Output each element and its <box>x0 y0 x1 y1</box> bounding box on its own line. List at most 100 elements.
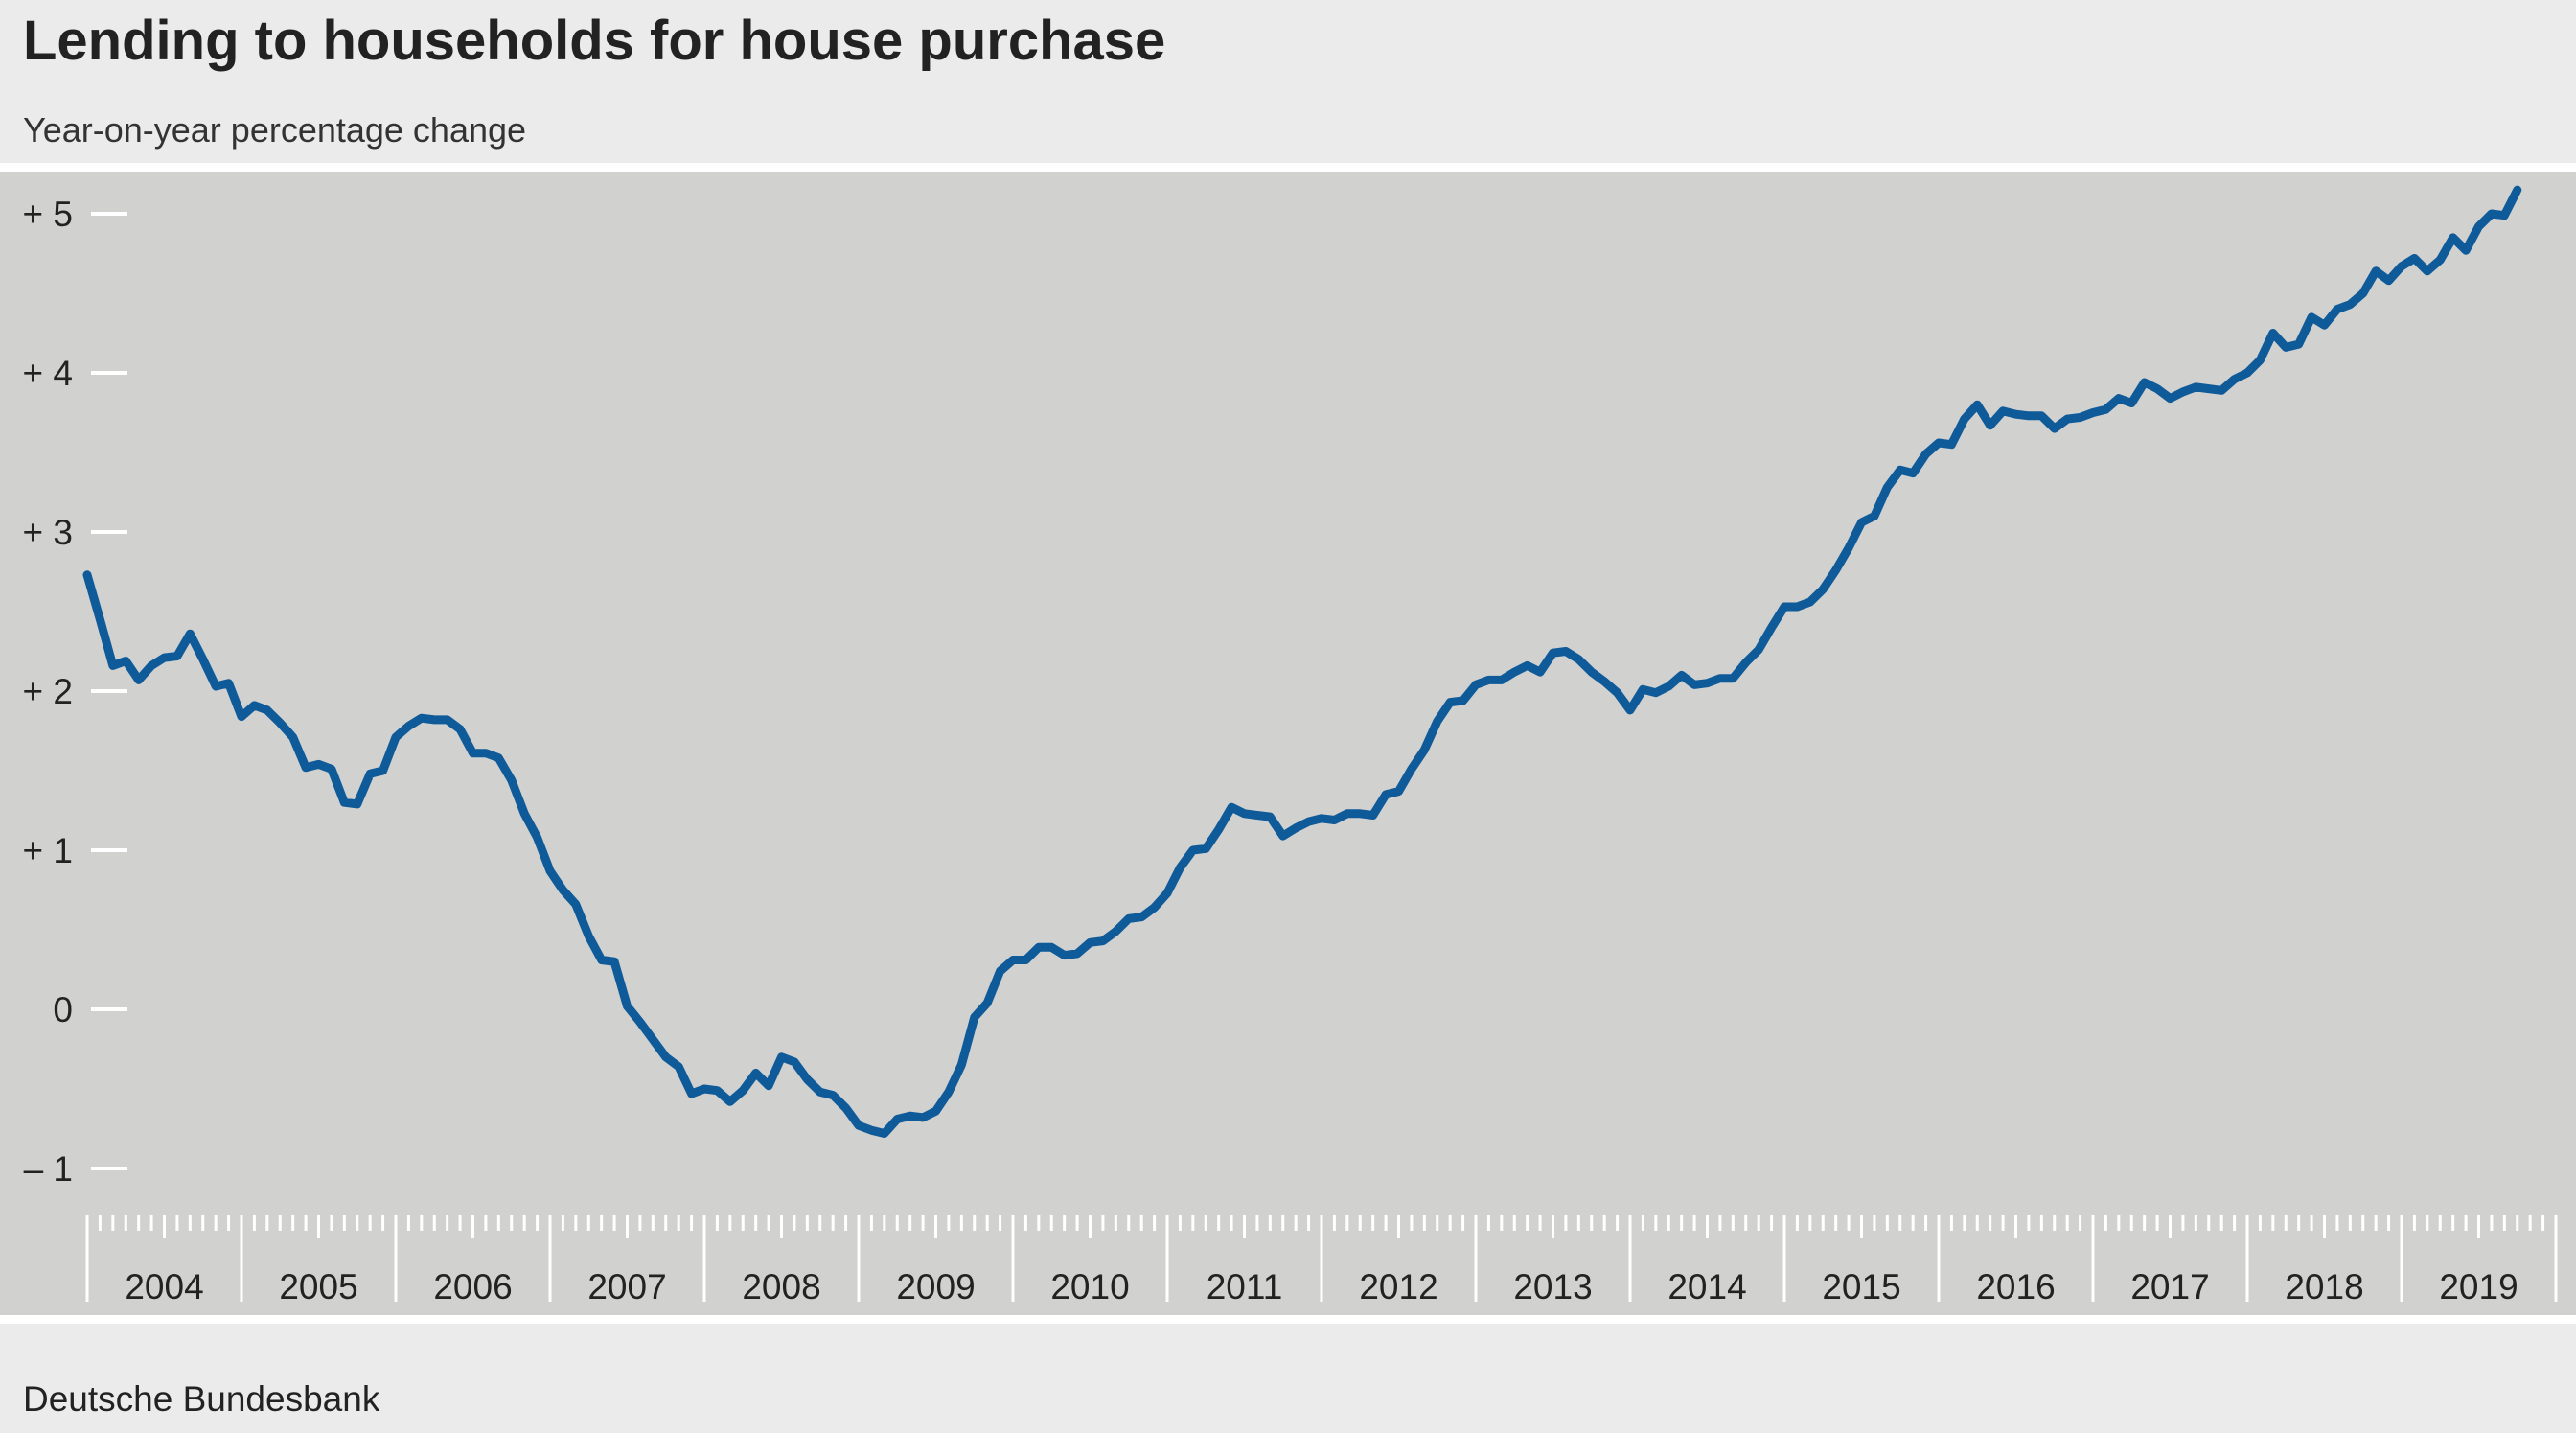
data-point <box>971 1013 978 1021</box>
data-point <box>2141 379 2149 386</box>
data-point <box>1163 890 1171 897</box>
data-point <box>649 1036 656 1043</box>
data-point <box>829 1092 837 1099</box>
x-tick-label: 2017 <box>2130 1267 2209 1306</box>
data-point <box>83 571 91 579</box>
data-point <box>2025 412 2033 420</box>
data-point <box>225 680 233 687</box>
data-point <box>2475 222 2482 230</box>
data-point <box>1434 718 1441 725</box>
data-point <box>2115 395 2123 403</box>
data-point <box>2334 306 2341 313</box>
data-point <box>173 653 181 659</box>
data-point <box>1729 675 1736 682</box>
data-point <box>354 800 361 808</box>
x-axis: 2004 2005 2006 2007 2008 2009 2010 2011 2012 2013… <box>85 1215 2558 1306</box>
data-point <box>1202 844 1209 852</box>
x-tick-label: 2006 <box>433 1267 512 1306</box>
data-point <box>1189 846 1197 854</box>
data-point <box>1510 668 1518 676</box>
data-point <box>1806 598 1814 606</box>
data-point <box>1035 943 1043 951</box>
x-tick-label: 2015 <box>1822 1267 1900 1306</box>
data-point <box>418 714 426 722</box>
data-point <box>1781 603 1788 611</box>
data-point <box>893 1116 901 1122</box>
data-point <box>1973 401 1981 408</box>
data-point <box>199 656 207 663</box>
data-point <box>1099 937 1107 945</box>
data-point <box>546 867 554 875</box>
x-tick-label: 2009 <box>896 1267 975 1306</box>
data-point <box>765 1082 772 1090</box>
data-point <box>1909 470 1917 477</box>
data-point <box>1151 904 1159 912</box>
data-point <box>1755 646 1762 654</box>
data-point <box>1819 586 1827 593</box>
y-tick-label: 0 <box>53 990 73 1029</box>
data-point <box>636 1018 644 1026</box>
data-point <box>2243 369 2251 377</box>
footer-divider <box>0 1315 2576 1324</box>
chart-subtitle: Year-on-year percentage change <box>23 110 526 150</box>
data-point <box>1382 791 1390 798</box>
data-point <box>726 1098 734 1105</box>
data-point <box>559 887 566 893</box>
data-point <box>1562 648 1570 655</box>
data-point <box>1305 818 1313 825</box>
data-point <box>122 658 129 664</box>
x-tick-label: 2007 <box>587 1267 666 1306</box>
data-point <box>494 754 502 762</box>
data-point <box>148 661 155 669</box>
x-tick-label: 2014 <box>1668 1267 1746 1306</box>
data-point <box>1768 624 1776 632</box>
data-point <box>289 733 297 741</box>
data-point <box>2500 212 2508 220</box>
data-point <box>1073 950 1081 958</box>
data-point <box>1550 649 1556 657</box>
data-point <box>1498 676 1506 683</box>
data-points <box>83 186 2521 1137</box>
x-tick-label: 2019 <box>2439 1267 2518 1306</box>
data-point <box>250 702 258 709</box>
data-point <box>2346 301 2354 309</box>
x-tick-label: 2018 <box>2285 1267 2363 1306</box>
data-point <box>778 1053 785 1061</box>
data-point <box>624 1003 631 1010</box>
x-tick-label: 2016 <box>1976 1267 2055 1306</box>
data-point <box>2359 289 2367 297</box>
data-point <box>2012 410 2019 418</box>
data-point <box>96 615 104 623</box>
data-point <box>1614 689 1622 697</box>
data-point <box>1369 812 1377 819</box>
data-point <box>1022 957 1029 963</box>
data-point <box>238 713 245 721</box>
data-point <box>1241 810 1248 818</box>
data-point <box>816 1088 824 1096</box>
x-tick-label: 2011 <box>1207 1267 1283 1306</box>
data-point <box>2488 210 2496 218</box>
data-point <box>2372 267 2380 275</box>
data-point <box>1871 512 1878 520</box>
data-point <box>1061 952 1069 959</box>
data-point <box>803 1075 811 1083</box>
data-point <box>430 716 438 724</box>
data-point <box>585 933 592 940</box>
data-point <box>2089 409 2097 416</box>
data-point <box>855 1121 862 1129</box>
data-point <box>1254 812 1261 819</box>
data-point <box>2450 234 2457 242</box>
data-point <box>1793 603 1801 611</box>
data-point <box>2167 395 2174 403</box>
data-point <box>572 900 580 908</box>
data-point <box>2153 385 2161 393</box>
y-tick-label: + 2 <box>23 672 73 711</box>
data-point <box>842 1104 850 1112</box>
source-label: Deutsche Bundesbank <box>23 1379 380 1419</box>
data-point <box>610 958 618 965</box>
data-point <box>1678 671 1686 679</box>
data-point <box>957 1061 965 1069</box>
data-point <box>109 661 117 669</box>
data-point <box>1690 681 1698 688</box>
data-point <box>1716 675 1724 682</box>
